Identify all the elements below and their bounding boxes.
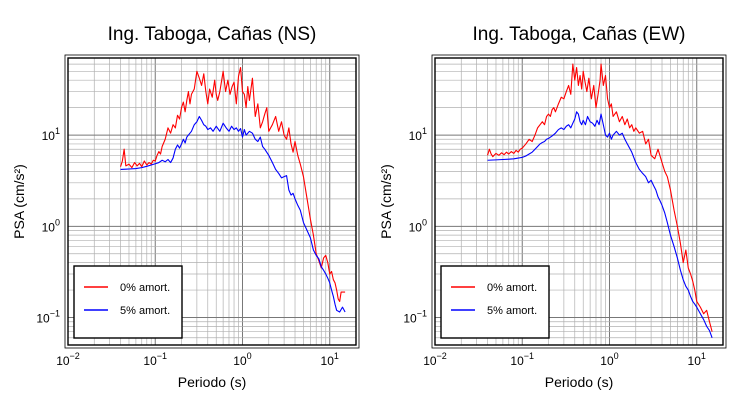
- chart-panel-0: 10−2 10−1 100 101 10−1 100 101 Ing. Taboga, Cañ…: [11, 24, 360, 390]
- y-tick-label: 10−1: [36, 309, 60, 326]
- series-line-0: [487, 63, 713, 332]
- x-tick-label: 10−2: [423, 351, 447, 368]
- x-tick-label: 10−1: [510, 351, 534, 368]
- x-axis-label: Periodo (s): [178, 374, 246, 390]
- y-tick-label: 101: [409, 126, 427, 143]
- x-tick-label: 10−1: [143, 351, 167, 368]
- legend-label-1: 5% amort.: [120, 305, 170, 317]
- y-tick-label: 100: [42, 217, 60, 234]
- x-tick-label: 100: [233, 351, 251, 368]
- series-line-1: [120, 115, 346, 313]
- plot-frame-outer: [431, 54, 727, 349]
- chart-title: Ing. Taboga, Cañas (NS): [108, 24, 317, 45]
- x-tick-label: 101: [321, 351, 339, 368]
- legend: 0% amort. 5% amort.: [440, 265, 550, 339]
- plot-frame: [434, 57, 724, 346]
- y-tick-label: 10−1: [403, 309, 427, 326]
- legend-box: [73, 265, 183, 339]
- x-tick-label: 100: [600, 351, 618, 368]
- y-axis-label: PSA (cm/s²): [378, 164, 394, 239]
- series-line-1: [487, 111, 713, 338]
- y-tick-label: 100: [409, 217, 427, 234]
- legend: 0% amort. 5% amort.: [73, 265, 183, 339]
- x-tick-label: 10−2: [56, 351, 80, 368]
- plot-frame-outer: [64, 54, 360, 349]
- legend-label-0: 0% amort.: [487, 282, 537, 294]
- x-tick-label: 101: [688, 351, 706, 368]
- legend-label-1: 5% amort.: [487, 305, 537, 317]
- legend-box: [440, 265, 550, 339]
- y-tick-label: 101: [42, 126, 60, 143]
- series-line-0: [120, 67, 346, 303]
- plot-frame: [67, 57, 357, 346]
- legend-label-0: 0% amort.: [120, 282, 170, 294]
- chart-title: Ing. Taboga, Cañas (EW): [473, 24, 686, 45]
- y-axis-label: PSA (cm/s²): [11, 164, 27, 239]
- chart-panel-1: 10−2 10−1 100 101 10−1 100 101 Ing. Taboga, Cañ…: [378, 24, 727, 390]
- grid: [67, 57, 357, 346]
- x-axis-label: Periodo (s): [545, 374, 613, 390]
